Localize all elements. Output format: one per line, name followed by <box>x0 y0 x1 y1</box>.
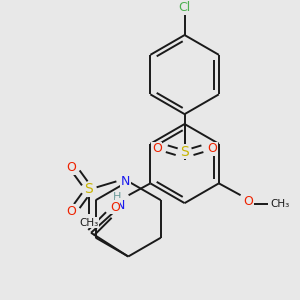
Text: S: S <box>180 145 189 159</box>
Text: O: O <box>207 142 217 155</box>
Text: H: H <box>112 192 121 202</box>
Text: Cl: Cl <box>178 1 191 14</box>
Text: S: S <box>84 182 93 196</box>
Text: O: O <box>244 195 254 208</box>
Text: CH₃: CH₃ <box>79 218 98 228</box>
Text: O: O <box>66 161 76 174</box>
Text: O: O <box>66 205 76 218</box>
Text: N: N <box>121 175 130 188</box>
Text: N: N <box>116 199 125 212</box>
Text: O: O <box>110 201 120 214</box>
Text: O: O <box>152 142 162 155</box>
Text: CH₃: CH₃ <box>271 199 290 209</box>
